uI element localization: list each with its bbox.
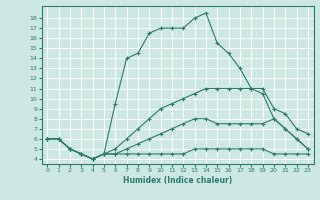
- X-axis label: Humidex (Indice chaleur): Humidex (Indice chaleur): [123, 176, 232, 185]
